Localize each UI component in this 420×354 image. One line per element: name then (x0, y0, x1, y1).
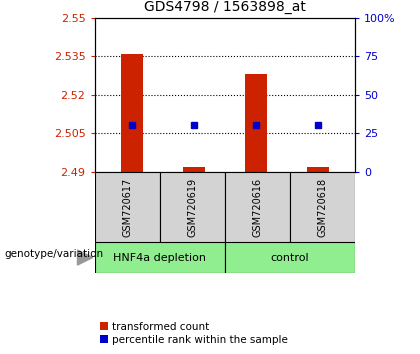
Text: HNF4a depletion: HNF4a depletion (113, 252, 206, 263)
Bar (94, 172, 160, 242)
Bar (225, 172, 290, 242)
Bar (94, 242, 225, 273)
Text: GSM720619: GSM720619 (187, 177, 197, 237)
Text: genotype/variation: genotype/variation (4, 249, 103, 259)
Bar (225, 242, 355, 273)
Text: GSM720617: GSM720617 (122, 177, 132, 237)
Bar (160, 172, 225, 242)
Bar (245, 74, 267, 172)
Bar (307, 166, 328, 172)
Text: GSM720618: GSM720618 (318, 177, 327, 237)
Polygon shape (78, 250, 93, 265)
Bar (290, 172, 355, 242)
Bar (121, 53, 142, 172)
Legend: transformed count, percentile rank within the sample: transformed count, percentile rank withi… (95, 317, 292, 349)
Text: control: control (270, 252, 309, 263)
Text: GSM720616: GSM720616 (252, 177, 262, 237)
Title: GDS4798 / 1563898_at: GDS4798 / 1563898_at (144, 0, 306, 14)
Bar (183, 166, 205, 172)
